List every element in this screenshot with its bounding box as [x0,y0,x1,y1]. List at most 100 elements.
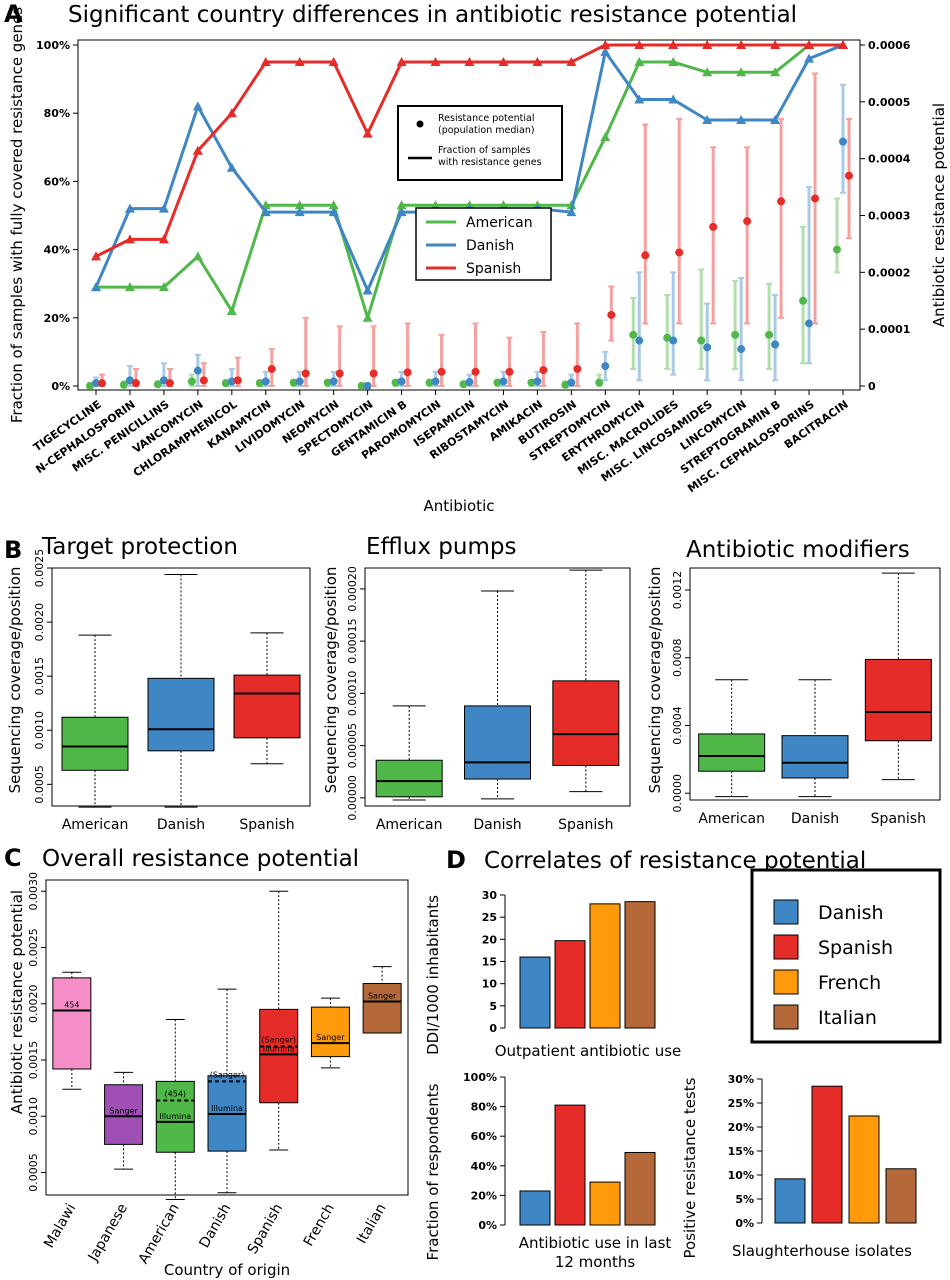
fraction-marker-danish [634,94,645,104]
fraction-marker-danish [328,207,339,217]
median-point-danish [465,378,474,387]
fraction-marker-american [192,251,203,261]
fraction-marker-spanish [600,40,611,49]
fraction-marker-american [294,200,305,210]
median-point-danish [567,378,576,387]
median-point-danish [329,377,338,386]
median-point-spanish [675,248,684,257]
panel-d2-ytick-label: 80% [471,1101,497,1114]
legend-danish-swatch [773,899,799,925]
fraction-marker-spanish [804,40,815,49]
xtick-label-american: American [698,811,765,827]
median-point-danish [397,377,406,386]
legend-point-label: Resistance potential (population median) [438,113,535,136]
panel-d3-bar-danish [774,1178,806,1224]
ytick-label: 0.0025 [33,549,46,588]
panel-d2-ytick-label: 0% [478,1219,497,1232]
fraction-marker-spanish [532,57,543,67]
ytick-label: 0.0020 [27,985,40,1024]
box-tech-label-american: Illumina [159,1112,191,1121]
fraction-marker-spanish [260,57,271,67]
panel-d2-xlabel: Antibiotic use in last 12 months [519,1234,672,1271]
box-american [375,759,443,798]
legend-italian-label: Italian [818,1007,877,1029]
median-point-danish [125,376,134,385]
median-point-american [86,382,94,390]
median-point-spanish [267,364,276,373]
median-point-spanish [573,364,582,373]
median-point-american [561,380,570,389]
fraction-marker-danish [804,53,815,63]
box-tech-label-japanese: Sanger [109,1106,138,1115]
xtick-label-american: American [376,817,443,833]
panel-d2-ytick-label: 60% [471,1130,497,1143]
median-point-danish [431,377,440,386]
panel-d2-ytick-label: 40% [471,1160,497,1173]
median-point-american [391,378,400,387]
panel-a-y2tick-label: 0.0002 [868,266,910,279]
fraction-marker-spanish [430,57,441,67]
panel-d1-ytick-label: 10 [482,978,498,991]
xtick-label-danish: Danish [791,811,839,827]
fraction-marker-spanish [702,40,713,49]
ytick-label: 0.00015 [346,618,359,664]
fraction-marker-danish [770,115,781,125]
panel-d3-ylabel: Positive resistance tests [681,1077,699,1258]
panel-c-label: C [4,844,22,872]
median-point-danish [601,362,610,371]
median-point-danish [363,382,372,390]
panel-a-ytick-label: 60% [44,175,70,188]
median-point-danish [771,340,780,349]
median-point-american [425,378,434,387]
median-point-american [731,330,740,339]
xtick-label-danish: Danish [473,817,521,833]
median-point-spanish [641,251,650,260]
box-danish [147,677,215,752]
panel-d1-ytick-label: 30 [482,889,498,902]
panel-d1-bar-spanish [554,940,586,1029]
ytick-label: 0.0012 [671,571,684,610]
panel-b2-plot: 0.00000 0.00005 0.00010 0.00015 0.00020 Ameri… [346,566,631,833]
fraction-marker-spanish [396,57,407,67]
fraction-marker-american [634,57,645,67]
median-point-spanish [845,171,853,180]
median-point-spanish [403,368,412,377]
legend-spanish-label: Spanish [466,261,521,277]
median-point-american [323,378,332,387]
fraction-marker-spanish [736,40,747,49]
plot-frame [689,567,941,801]
xtick-label-spanish: Spanish [245,1201,287,1257]
box-american [155,1080,195,1153]
fraction-marker-danish [91,282,101,292]
fraction-marker-danish [124,203,135,213]
ytick-label: 0.0005 [27,1153,40,1192]
panel-d1-ytick-label: 5 [489,1000,497,1013]
panel-d3-ytick-label: 5% [735,1193,754,1206]
panel-d3-bar-french [848,1115,880,1224]
median-point-american [493,378,502,387]
panel-d3-ytick-label: 0% [735,1217,754,1230]
panel-c-ylabel: Antibiotic resistance potential [8,890,26,1114]
median-point-spanish [165,379,174,388]
box-american [61,716,129,771]
fraction-marker-spanish [226,108,237,118]
plot-frame [364,567,631,807]
box-italian [362,983,402,1034]
panel-d2-ytick-label: 20% [471,1189,497,1202]
median-point-spanish [505,367,514,376]
legend-danish-label: Danish [818,902,884,924]
fraction-marker-danish [702,115,713,125]
panel-d2-bar-danish [519,1190,551,1226]
median-point-american [527,378,536,387]
box-spanish [864,658,932,742]
box-danish [464,705,531,780]
panel-d3-ytick-label: 15% [728,1145,754,1158]
fraction-marker-spanish [362,128,373,138]
median-point-spanish [777,197,786,206]
median-point-spanish [437,367,446,376]
fraction-marker-american [328,200,339,210]
ytick-label: 0.00000 [346,775,359,821]
panel-b-label: B [4,536,22,564]
median-point-spanish [709,222,718,231]
median-point-american [221,379,230,388]
